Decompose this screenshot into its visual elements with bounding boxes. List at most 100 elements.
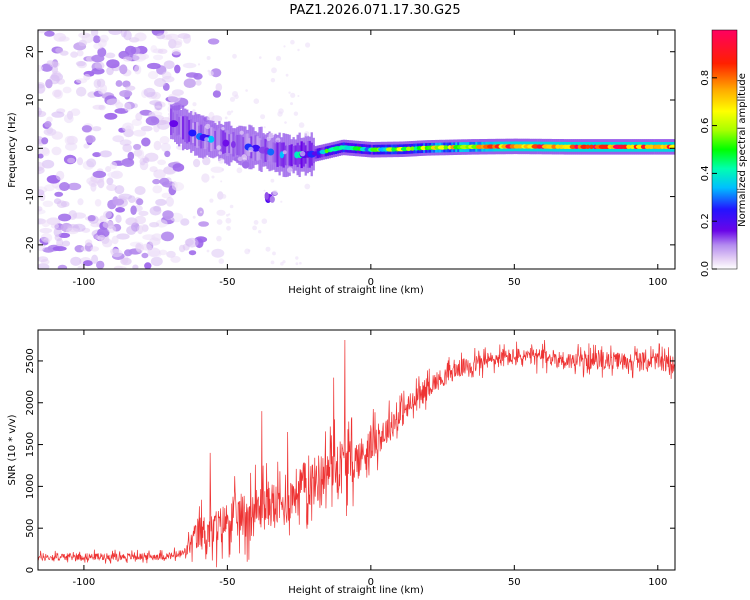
spectrogram-ridge-band: [292, 145, 295, 165]
spectrogram-noise-blob: [150, 256, 163, 267]
snr-ytick-label: 2000: [25, 390, 36, 415]
spectrogram-noise-blob: [113, 265, 127, 269]
spectrogram-noise-blob: [91, 54, 105, 63]
spectrogram-xtick-label: -100: [73, 277, 96, 288]
spectrogram-noise-blob: [51, 111, 65, 118]
spectrogram-speck: [297, 48, 300, 52]
spectrogram-noise-blob: [138, 210, 149, 217]
spectrogram-noise-blob: [39, 227, 53, 234]
spectrogram-ridge-core: [585, 144, 591, 149]
spectrogram-speck: [285, 73, 289, 77]
spectrogram-speck: [203, 156, 207, 160]
spectrogram-ridge-core: [188, 129, 197, 137]
spectrogram-noise-blob: [171, 49, 181, 56]
spectrogram-speck: [297, 95, 300, 97]
spectrogram-noise-blob: [126, 225, 137, 235]
spectrogram-noise-blob: [60, 201, 70, 208]
spectrogram-noise-blob: [141, 243, 152, 251]
spectrogram-noise-blob: [142, 234, 156, 241]
spectrogram-noise-blob: [106, 59, 120, 69]
colorbar-gradient: [711, 29, 738, 270]
spectrogram-speck: [224, 116, 228, 120]
spectrogram-noise-blob: [58, 213, 72, 222]
spectrogram-ridge-core: [589, 144, 594, 149]
spectrogram-noise-blob: [81, 125, 92, 133]
spectrogram-speck: [228, 213, 231, 216]
spectrogram-noise-blob: [41, 137, 49, 145]
spectrogram-noise-blob: [170, 255, 181, 263]
spectrogram-noise-blob: [120, 257, 132, 266]
spectrogram-noise-blob: [115, 207, 125, 213]
spectrogram-speck: [206, 249, 210, 253]
spectrogram-noise-blob: [153, 140, 162, 151]
spectrogram-noise-blob: [135, 243, 144, 253]
spectrogram-speck: [216, 145, 222, 151]
spectrogram-speck: [282, 150, 287, 155]
spectrogram-noise-blob: [90, 182, 97, 192]
spectrogram-ylabel: Frequency (Hz): [7, 112, 18, 188]
spectrogram-noise-blob: [212, 90, 221, 98]
spectrogram-speck: [191, 112, 195, 116]
spectrogram-noise-blob: [92, 152, 102, 158]
spectrogram-speck: [192, 102, 197, 107]
spectrogram-noise-blob: [51, 146, 62, 156]
spectrogram-speck: [216, 219, 223, 225]
spectrogram-noise-blob: [133, 143, 142, 151]
spectrogram-ridge-band: [228, 134, 231, 153]
spectrogram-speck: [226, 110, 232, 116]
snr-frame: [37, 329, 676, 571]
spectrogram-noise-blob: [119, 64, 128, 75]
spectrogram-noise-blob: [159, 136, 170, 145]
spectrogram-noise-blob: [116, 233, 130, 240]
spectrogram-noise-blob: [193, 158, 201, 168]
spectrogram-noise-blob: [153, 169, 166, 179]
spectrogram-noise-blob: [44, 184, 55, 192]
spectrogram-ridge-core: [231, 141, 236, 148]
spectrogram-noise-blob: [97, 234, 106, 242]
spectrogram-speck: [232, 91, 238, 97]
spectrogram-noise-blob: [62, 86, 72, 94]
spectrogram-speck: [271, 67, 277, 74]
spectrogram-noise-blob: [91, 126, 102, 132]
colorbar-tick-label: 0.4: [700, 165, 711, 181]
spectrogram-noise-blob: [150, 45, 158, 53]
spectrogram-noise-blob: [77, 198, 84, 206]
spectrogram-frame: [37, 29, 676, 270]
spectrogram-xtick-label: 0: [368, 277, 374, 288]
spectrogram-speck: [247, 249, 251, 252]
spectrogram-noise-blob: [85, 135, 96, 144]
spectrogram-noise-blob: [161, 71, 172, 80]
spectrogram-speck: [225, 217, 232, 224]
spectrogram-ridge-band: [216, 130, 219, 151]
spectrogram-noise-blob: [76, 86, 87, 97]
spectrogram-noise-blob: [125, 85, 136, 91]
spectrogram-noise-blob: [143, 87, 156, 98]
spectrogram-noise-blob: [98, 88, 106, 95]
spectrogram-noise-blob: [44, 30, 55, 37]
spectrogram-noise-blob: [83, 73, 91, 81]
spectrogram-speck: [280, 261, 284, 266]
spectrogram-ridge-core: [222, 139, 230, 147]
spectrogram-noise-blob: [135, 112, 143, 121]
spectrogram-noise-blob: [38, 166, 45, 175]
spectrogram-noise-blob: [41, 219, 51, 228]
spectrogram-noise-blob: [134, 64, 142, 75]
spectrogram-ridge-band: [278, 142, 281, 166]
spectrogram-noise-blob: [185, 237, 199, 248]
spectrogram-speck: [232, 53, 237, 59]
spectrogram-speck: [226, 213, 229, 217]
spectrogram-noise-blob: [198, 221, 210, 227]
spectrogram-noise-blob: [54, 191, 64, 197]
spectrogram-noise-blob: [38, 263, 50, 269]
snr-ylabel: SNR (10 * v/v): [7, 414, 18, 485]
spectrogram-noise-blob: [157, 48, 168, 54]
spectrogram-noise-blob: [148, 250, 162, 258]
spectrogram-ridge-band: [218, 128, 221, 154]
spectrogram-noise-blob: [76, 157, 84, 166]
spectrogram-speck: [287, 167, 293, 173]
spectrogram-noise-blob: [92, 35, 101, 44]
spectrogram-noise-blob: [67, 182, 82, 191]
spectrogram-speck: [270, 78, 276, 83]
snr-xtick-label: 50: [508, 577, 521, 588]
